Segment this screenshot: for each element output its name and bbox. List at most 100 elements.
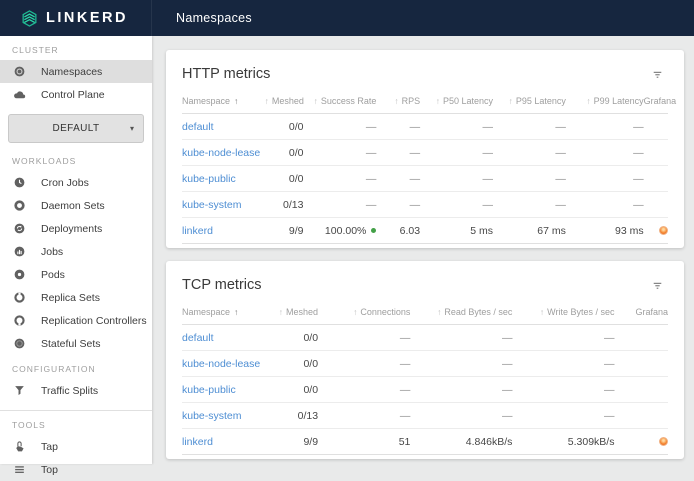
column-header-p95-latency[interactable]: ↑P95 Latency	[493, 90, 566, 114]
sort-arrow-icon: ↑	[394, 96, 398, 106]
table-row: linkerd 9/9 100.00% 6.03 5 ms 67 ms 93 m…	[182, 218, 668, 244]
cloud-icon	[13, 88, 26, 101]
http-metrics-card: HTTP metrics Namespace↑ ↑Meshed ↑Success…	[166, 50, 684, 248]
namespace-selector-value: DEFAULT	[52, 123, 99, 134]
sort-arrow-icon: ↑	[314, 96, 318, 106]
sidebar-item-daemon-sets[interactable]: Daemon Sets	[0, 194, 152, 217]
sidebar-item-jobs[interactable]: Jobs	[0, 240, 152, 263]
brand-name: LINKERD	[46, 10, 128, 26]
sidebar-item-replication-controllers[interactable]: Replication Controllers	[0, 309, 152, 332]
section-label-tools: TOOLS	[0, 411, 152, 435]
replica-sets-icon	[13, 291, 26, 304]
namespace-link[interactable]: default	[182, 121, 214, 133]
deployments-icon	[13, 222, 26, 235]
sidebar-item-label: Tap	[41, 441, 58, 453]
grafana-icon[interactable]	[659, 226, 668, 235]
namespace-link[interactable]: kube-public	[182, 173, 236, 185]
tcp-metrics-title: TCP metrics	[182, 277, 262, 293]
table-row: default 0/0 — — — — —	[182, 114, 668, 140]
sidebar-item-label: Replica Sets	[41, 292, 100, 304]
namespace-link[interactable]: kube-node-lease	[182, 147, 260, 159]
traffic-splits-icon	[13, 384, 26, 397]
namespace-link[interactable]: linkerd	[182, 436, 213, 448]
sidebar-item-label: Replication Controllers	[41, 315, 147, 327]
sidebar-item-namespaces[interactable]: Namespaces	[0, 60, 152, 83]
sidebar-item-control-plane[interactable]: Control Plane	[0, 83, 152, 106]
sort-arrow-icon: ↑	[265, 96, 269, 106]
namespace-link[interactable]: kube-node-lease	[182, 358, 260, 370]
sidebar-item-stateful-sets[interactable]: Stateful Sets	[0, 332, 152, 355]
sort-arrow-icon: ↑	[234, 96, 238, 106]
sort-arrow-icon: ↑	[540, 307, 544, 317]
sidebar-item-traffic-splits[interactable]: Traffic Splits	[0, 379, 152, 402]
column-header-success-rate[interactable]: ↑Success Rate	[303, 90, 376, 114]
column-header-p99-latency[interactable]: ↑P99 Latency	[566, 90, 644, 114]
sort-arrow-icon: ↑	[353, 307, 357, 317]
sidebar: CLUSTER Namespaces Control Plane DEFAULT…	[0, 36, 152, 464]
sort-arrow-icon: ↑	[234, 307, 238, 317]
sidebar-item-label: Top	[41, 464, 58, 476]
table-row: kube-public 0/0 — — —	[182, 377, 668, 403]
sidebar-item-label: Daemon Sets	[41, 200, 105, 212]
sidebar-item-label: Cron Jobs	[41, 177, 89, 189]
top-header: LINKERD Namespaces	[0, 0, 694, 36]
sidebar-item-replica-sets[interactable]: Replica Sets	[0, 286, 152, 309]
sidebar-item-label: Traffic Splits	[41, 385, 98, 397]
column-header-meshed[interactable]: ↑Meshed	[260, 301, 318, 325]
stateful-sets-icon	[13, 337, 26, 350]
tap-icon	[13, 440, 26, 453]
sidebar-item-label: Jobs	[41, 246, 63, 258]
column-header-write-bytes[interactable]: ↑Write Bytes / sec	[512, 301, 614, 325]
daemon-sets-icon	[13, 199, 26, 212]
table-row: linkerd 9/9 51 4.846kB/s 5.309kB/s	[182, 429, 668, 455]
sidebar-item-cron-jobs[interactable]: Cron Jobs	[0, 171, 152, 194]
namespace-link[interactable]: default	[182, 332, 214, 344]
sort-arrow-icon: ↑	[586, 96, 590, 106]
column-header-connections[interactable]: ↑Connections	[318, 301, 410, 325]
main-content: HTTP metrics Namespace↑ ↑Meshed ↑Success…	[152, 36, 694, 464]
section-label-workloads: WORKLOADS	[0, 147, 152, 171]
cron-jobs-icon	[13, 176, 26, 189]
linkerd-logo-icon	[20, 9, 39, 28]
pods-icon	[13, 268, 26, 281]
top-icon	[13, 463, 26, 476]
column-header-meshed[interactable]: ↑Meshed	[265, 90, 304, 114]
replication-controllers-icon	[13, 314, 26, 327]
sort-arrow-icon: ↑	[436, 96, 440, 106]
sort-arrow-icon: ↑	[509, 96, 513, 106]
http-filter-button[interactable]	[646, 63, 668, 85]
sidebar-item-tap[interactable]: Tap	[0, 435, 152, 458]
sidebar-item-pods[interactable]: Pods	[0, 263, 152, 286]
grafana-icon[interactable]	[659, 437, 668, 446]
column-header-p50-latency[interactable]: ↑P50 Latency	[420, 90, 493, 114]
column-header-grafana: Grafana	[614, 301, 668, 325]
tcp-metrics-table: Namespace↑ ↑Meshed ↑Connections ↑Read By…	[182, 301, 668, 455]
namespace-link[interactable]: kube-system	[182, 199, 242, 211]
column-header-rps[interactable]: ↑RPS	[376, 90, 420, 114]
namespace-link[interactable]: kube-public	[182, 384, 236, 396]
column-header-namespace[interactable]: Namespace↑	[182, 301, 260, 325]
sidebar-item-label: Control Plane	[41, 89, 105, 101]
sidebar-item-top[interactable]: Top	[0, 458, 152, 481]
sidebar-item-label: Namespaces	[41, 66, 102, 78]
sidebar-item-label: Stateful Sets	[41, 338, 101, 350]
table-row: kube-node-lease 0/0 — — — — —	[182, 140, 668, 166]
column-header-grafana: Grafana	[644, 90, 668, 114]
tcp-filter-button[interactable]	[646, 274, 668, 296]
column-header-namespace[interactable]: Namespace↑	[182, 90, 265, 114]
sidebar-item-deployments[interactable]: Deployments	[0, 217, 152, 240]
linkerd-logo[interactable]: LINKERD	[0, 0, 152, 36]
column-header-read-bytes[interactable]: ↑Read Bytes / sec	[410, 301, 512, 325]
section-label-cluster: CLUSTER	[0, 36, 152, 60]
table-row: kube-node-lease 0/0 — — —	[182, 351, 668, 377]
success-rate-dot	[371, 228, 376, 233]
chevron-down-icon: ▾	[130, 124, 134, 133]
section-label-configuration: CONFIGURATION	[0, 355, 152, 379]
namespace-link[interactable]: kube-system	[182, 410, 242, 422]
namespace-link[interactable]: linkerd	[182, 225, 213, 237]
sort-arrow-icon: ↑	[437, 307, 441, 317]
table-row: default 0/0 — — —	[182, 325, 668, 351]
namespace-selector-button[interactable]: DEFAULT ▾	[8, 114, 144, 143]
filter-icon	[651, 279, 664, 292]
namespaces-icon	[13, 65, 26, 78]
